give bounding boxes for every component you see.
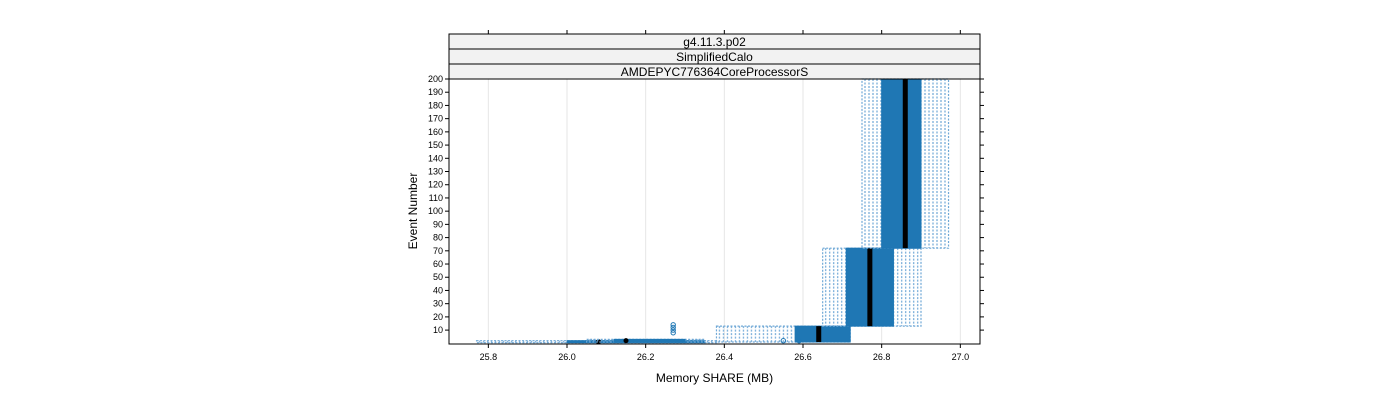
x-tick-label-3: 26.4 (716, 352, 734, 362)
outlier-3 (670, 322, 676, 328)
y-tick-label-14: 150 (428, 140, 443, 150)
y-tick-label-18: 190 (428, 87, 443, 97)
outlier-2 (670, 324, 676, 331)
x-tick-label-5: 26.8 (873, 352, 891, 362)
strip-2-label: SimplifiedCalo (676, 50, 753, 64)
x-axis-title: Memory SHARE (MB) (656, 371, 773, 385)
y-tick-label-0: 10 (433, 325, 443, 335)
y-tick-label-3: 40 (433, 285, 443, 295)
y-tick-label-17: 180 (428, 100, 443, 110)
outlier-4 (780, 337, 787, 344)
x-tick-label-0: 25.8 (480, 352, 498, 362)
x-tick-label-4: 26.6 (794, 352, 812, 362)
x-axis: 25.8 26.0 26.2 26.4 26.6 26.8 27.0 (480, 30, 970, 362)
outlier-0 (670, 330, 676, 336)
x-tick-label-2: 26.2 (637, 352, 655, 362)
box-marks (475, 78, 950, 345)
y-tick-label-7: 80 (433, 233, 443, 243)
box-2 (794, 325, 851, 343)
outlier-1 (670, 327, 676, 333)
y-axis-title: Event Number (406, 173, 420, 250)
median-1 (623, 338, 629, 344)
y-tick-label-9: 100 (428, 206, 443, 216)
x-tick-label-6: 27.0 (952, 352, 970, 362)
y-tick-label-6: 70 (433, 246, 443, 256)
y-tick-label-15: 160 (428, 127, 443, 137)
y-axis: 10 20 30 40 50 60 70 80 90 100 110 120 130 140 150 160 1… (428, 74, 984, 335)
y-tick-label-12: 130 (428, 167, 443, 177)
strip-1-label: g4.11.3.p02 (683, 35, 746, 49)
outlier-5 (796, 337, 802, 344)
y-tick-label-19: 200 (428, 74, 443, 84)
y-tick-label-13: 140 (428, 153, 443, 163)
y-tick-label-8: 90 (433, 219, 443, 229)
y-tick-label-4: 50 (433, 272, 443, 282)
x-tick-label-1: 26.0 (558, 352, 576, 362)
strip-3-label: AMDEPYC776364CoreProcessorS (621, 65, 808, 79)
y-tick-label-16: 170 (428, 114, 443, 124)
y-tick-label-5: 60 (433, 259, 443, 269)
box-4 (881, 78, 922, 249)
y-tick-label-2: 30 (433, 299, 443, 309)
y-tick-label-1: 20 (433, 312, 443, 322)
box-1 (613, 338, 686, 343)
y-tick-label-10: 110 (429, 193, 443, 203)
y-tick-label-11: 120 (428, 180, 443, 190)
